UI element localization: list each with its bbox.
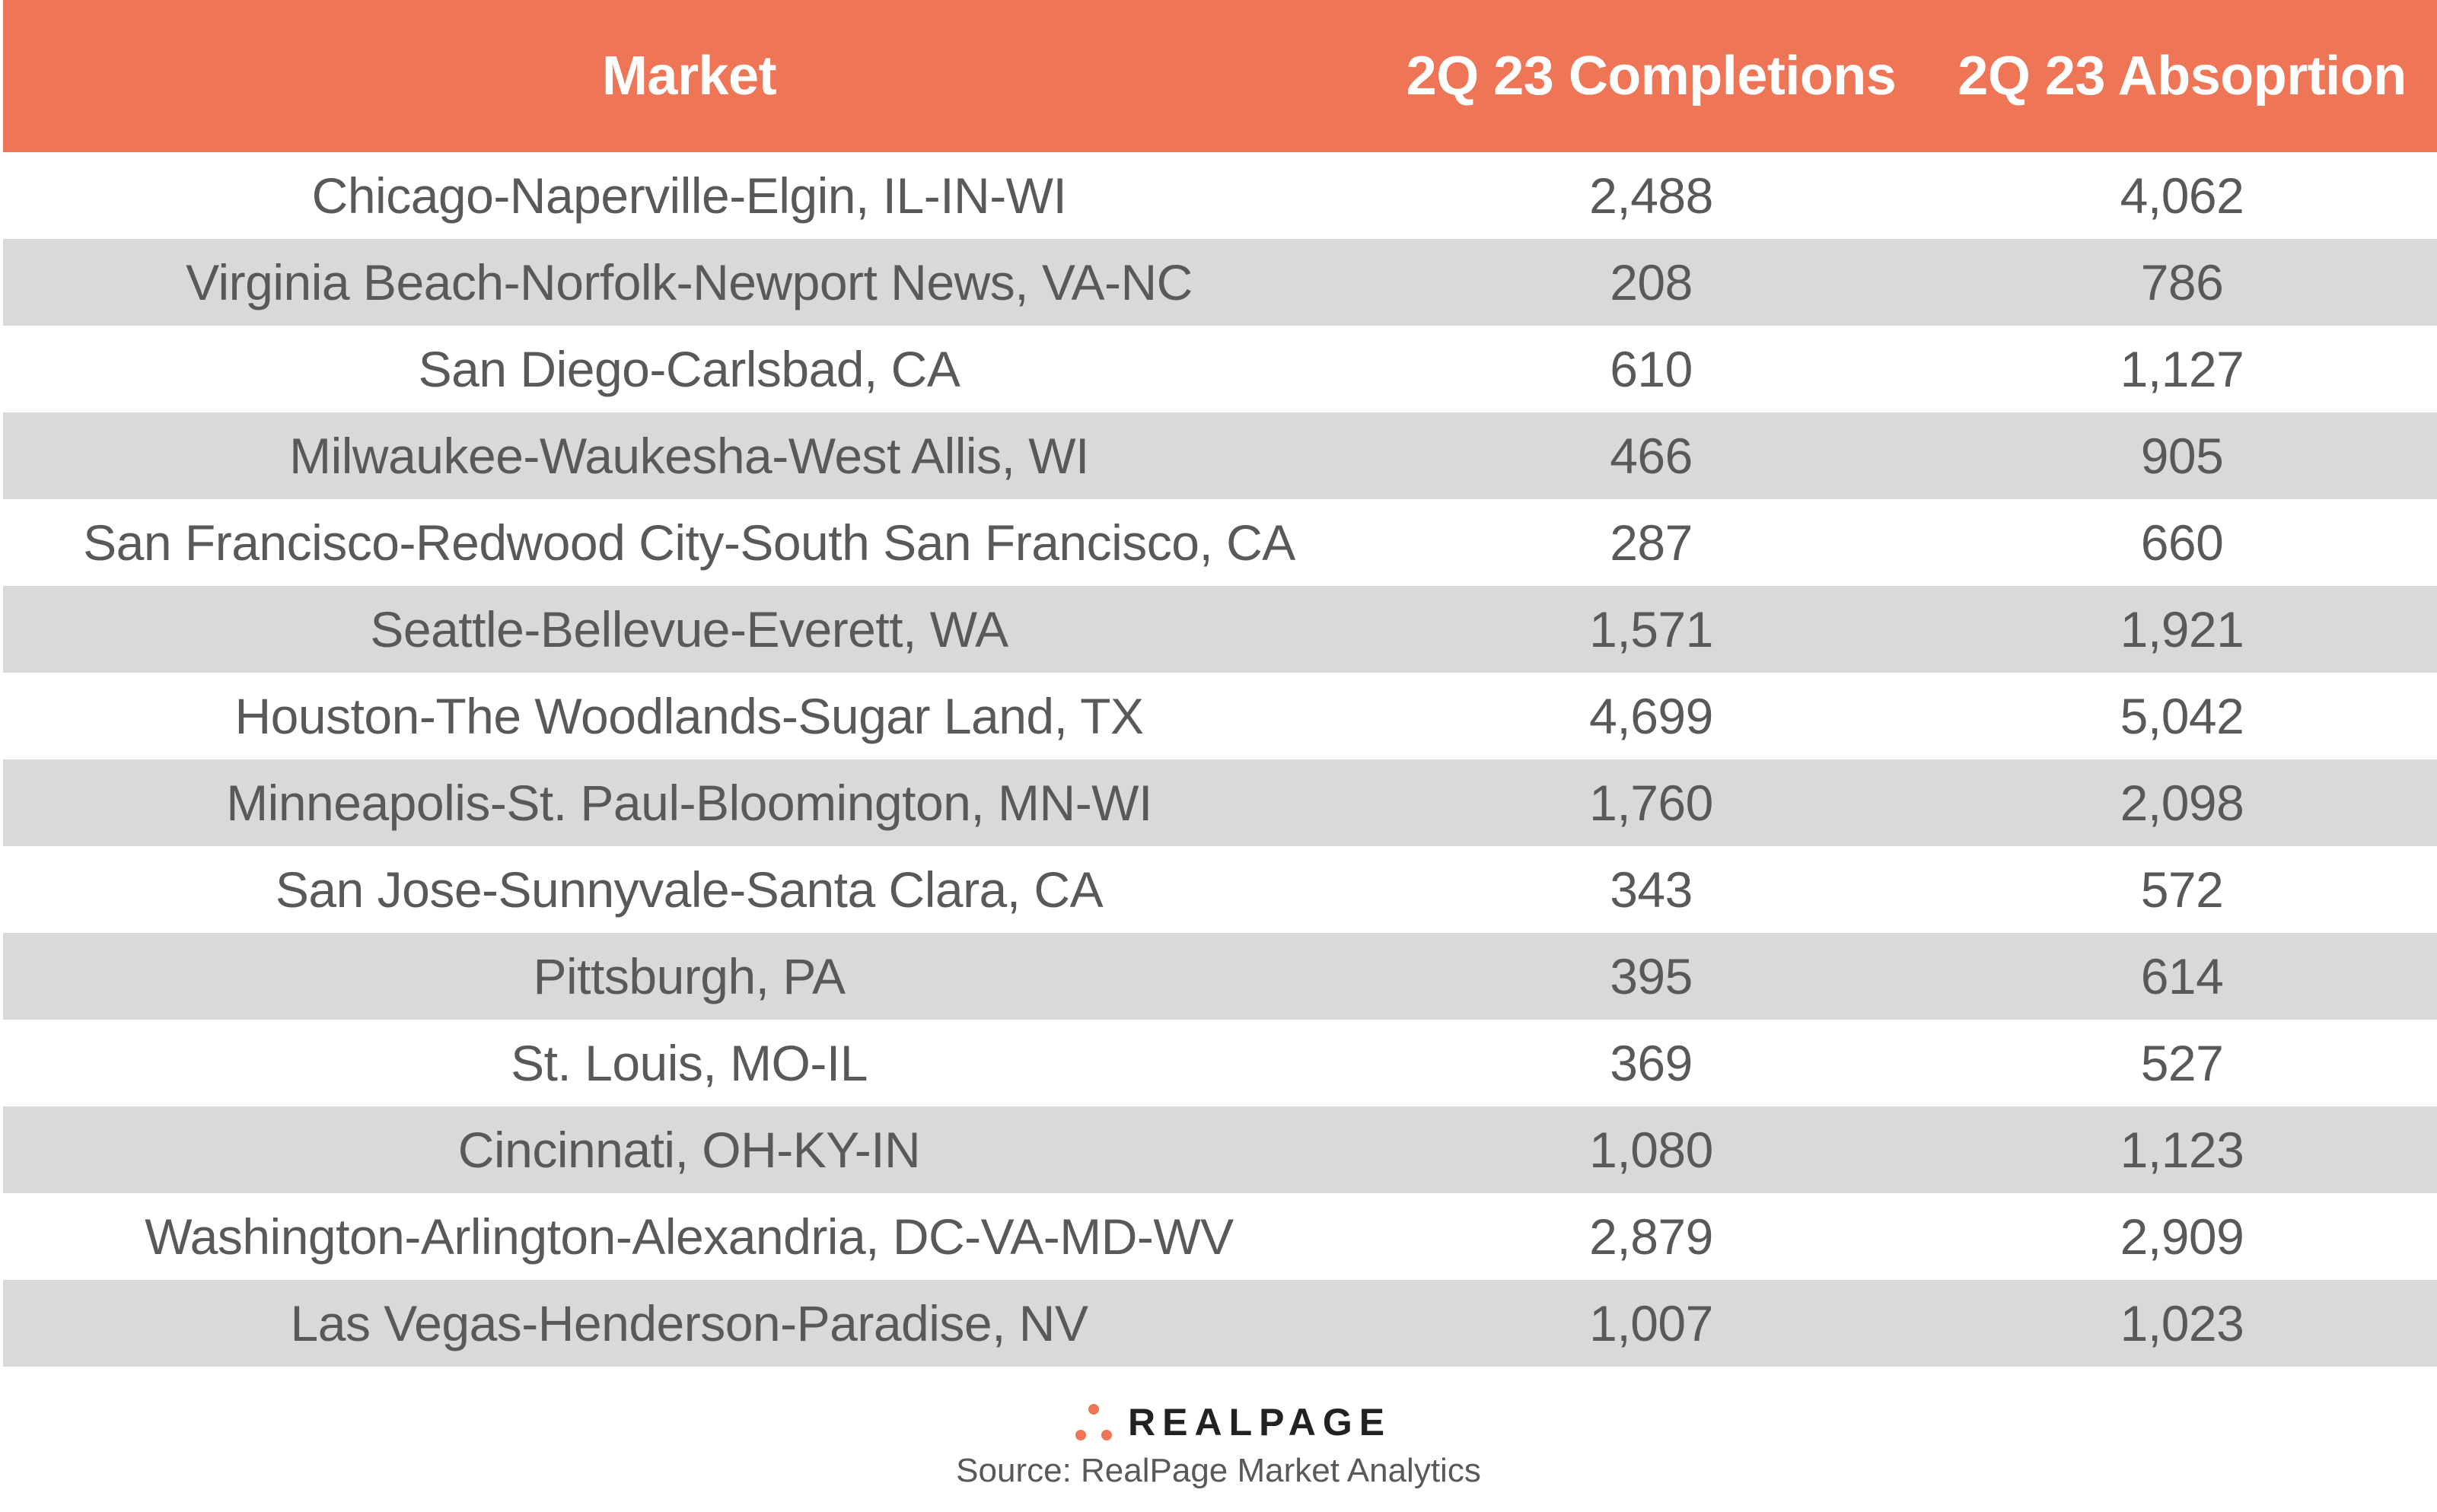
absorption-cell: 1,921 bbox=[2120, 601, 2244, 657]
absorption-cell: 1,023 bbox=[2120, 1295, 2244, 1351]
completions-cell: 343 bbox=[1610, 861, 1693, 918]
table-row: San Francisco-Redwood City-South San Fra… bbox=[3, 499, 2437, 586]
table-row: Pittsburgh, PA 395 614 bbox=[3, 933, 2437, 1020]
table-row: Minneapolis-St. Paul-Bloomington, MN-WI 1… bbox=[3, 759, 2437, 846]
completions-cell: 395 bbox=[1610, 948, 1693, 1004]
market-cell: San Francisco-Redwood City-South San Fra… bbox=[83, 514, 1295, 571]
column-header-market: Market bbox=[601, 46, 777, 107]
market-cell: Minneapolis-St. Paul-Bloomington, MN-WI bbox=[226, 775, 1152, 831]
absorption-cell: 905 bbox=[2140, 428, 2224, 484]
completions-cell: 2,488 bbox=[1589, 167, 1713, 224]
table-row: San Diego-Carlsbad, CA 610 1,127 bbox=[3, 326, 2437, 412]
market-cell: San Jose-Sunnyvale-Santa Clara, CA bbox=[275, 861, 1104, 918]
absorption-cell: 1,127 bbox=[2120, 341, 2244, 397]
market-cell: Houston-The Woodlands-Sugar Land, TX bbox=[234, 688, 1144, 744]
completions-cell: 466 bbox=[1610, 428, 1693, 484]
absorption-cell: 786 bbox=[2140, 254, 2224, 310]
table-row: Milwaukee-Waukesha-West Allis, WI 466 905 bbox=[3, 412, 2437, 499]
table-header: Market 2Q 23 Completions 2Q 23 Absoprtio… bbox=[3, 0, 2437, 152]
market-cell: St. Louis, MO-IL bbox=[511, 1035, 868, 1091]
absorption-cell: 4,062 bbox=[2120, 167, 2244, 224]
completions-cell: 208 bbox=[1610, 254, 1693, 310]
logo-text: REALPAGE bbox=[1128, 1401, 1392, 1444]
table-row: San Jose-Sunnyvale-Santa Clara, CA 343 572 bbox=[3, 846, 2437, 933]
data-table: Market 2Q 23 Completions 2Q 23 Absoprtio… bbox=[3, 0, 2437, 1367]
table-row: Houston-The Woodlands-Sugar Land, TX 4,69… bbox=[3, 673, 2437, 759]
market-cell: Cincinnati, OH-KY-IN bbox=[457, 1122, 921, 1178]
footer: REALPAGE Source: RealPage Market Analyti… bbox=[0, 1377, 2437, 1512]
market-cell: Seattle-Bellevue-Everett, WA bbox=[370, 601, 1008, 657]
absorption-cell: 5,042 bbox=[2120, 688, 2244, 744]
column-header-absorption: 2Q 23 Absoprtion bbox=[1958, 46, 2407, 107]
table-row: Las Vegas-Henderson-Paradise, NV 1,007 1,0… bbox=[3, 1280, 2437, 1367]
market-cell: Pittsburgh, PA bbox=[533, 948, 846, 1004]
table-row: Virginia Beach-Norfolk-Newport News, VA-… bbox=[3, 239, 2437, 326]
market-cell: Washington-Arlington-Alexandria, DC-VA-M… bbox=[145, 1208, 1234, 1265]
completions-cell: 1,080 bbox=[1589, 1122, 1713, 1178]
table-row: Seattle-Bellevue-Everett, WA 1,571 1,921 bbox=[3, 586, 2437, 673]
completions-cell: 2,879 bbox=[1589, 1208, 1713, 1265]
absorption-cell: 572 bbox=[2140, 861, 2224, 918]
logo-dots-icon bbox=[1075, 1404, 1112, 1440]
absorption-cell: 614 bbox=[2140, 948, 2224, 1004]
table-body: Chicago-Naperville-Elgin, IL-IN-WI 2,488 4… bbox=[3, 152, 2437, 1367]
table-row: Washington-Arlington-Alexandria, DC-VA-M… bbox=[3, 1193, 2437, 1280]
column-header-completions: 2Q 23 Completions bbox=[1406, 46, 1897, 107]
completions-cell: 610 bbox=[1610, 341, 1693, 397]
completions-cell: 1,007 bbox=[1589, 1295, 1713, 1351]
completions-cell: 1,571 bbox=[1589, 601, 1713, 657]
absorption-cell: 2,098 bbox=[2120, 775, 2244, 831]
market-cell: Chicago-Naperville-Elgin, IL-IN-WI bbox=[311, 167, 1067, 224]
absorption-cell: 1,123 bbox=[2120, 1122, 2244, 1178]
absorption-cell: 2,909 bbox=[2120, 1208, 2244, 1265]
completions-cell: 287 bbox=[1610, 514, 1693, 571]
table-row: Cincinnati, OH-KY-IN 1,080 1,123 bbox=[3, 1106, 2437, 1193]
completions-cell: 4,699 bbox=[1589, 688, 1713, 744]
absorption-cell: 660 bbox=[2140, 514, 2224, 571]
source-note: Source: RealPage Market Analytics bbox=[956, 1452, 1481, 1489]
market-cell: Virginia Beach-Norfolk-Newport News, VA-… bbox=[186, 254, 1193, 310]
market-cell: San Diego-Carlsbad, CA bbox=[418, 341, 960, 397]
realpage-logo: REALPAGE bbox=[1073, 1396, 1391, 1449]
market-cell: Las Vegas-Henderson-Paradise, NV bbox=[290, 1295, 1088, 1351]
table-row: Chicago-Naperville-Elgin, IL-IN-WI 2,488 4… bbox=[3, 152, 2437, 239]
completions-cell: 369 bbox=[1610, 1035, 1693, 1091]
market-cell: Milwaukee-Waukesha-West Allis, WI bbox=[289, 428, 1089, 484]
table-row: St. Louis, MO-IL 369 527 bbox=[3, 1020, 2437, 1106]
absorption-cell: 527 bbox=[2140, 1035, 2224, 1091]
completions-cell: 1,760 bbox=[1589, 775, 1713, 831]
